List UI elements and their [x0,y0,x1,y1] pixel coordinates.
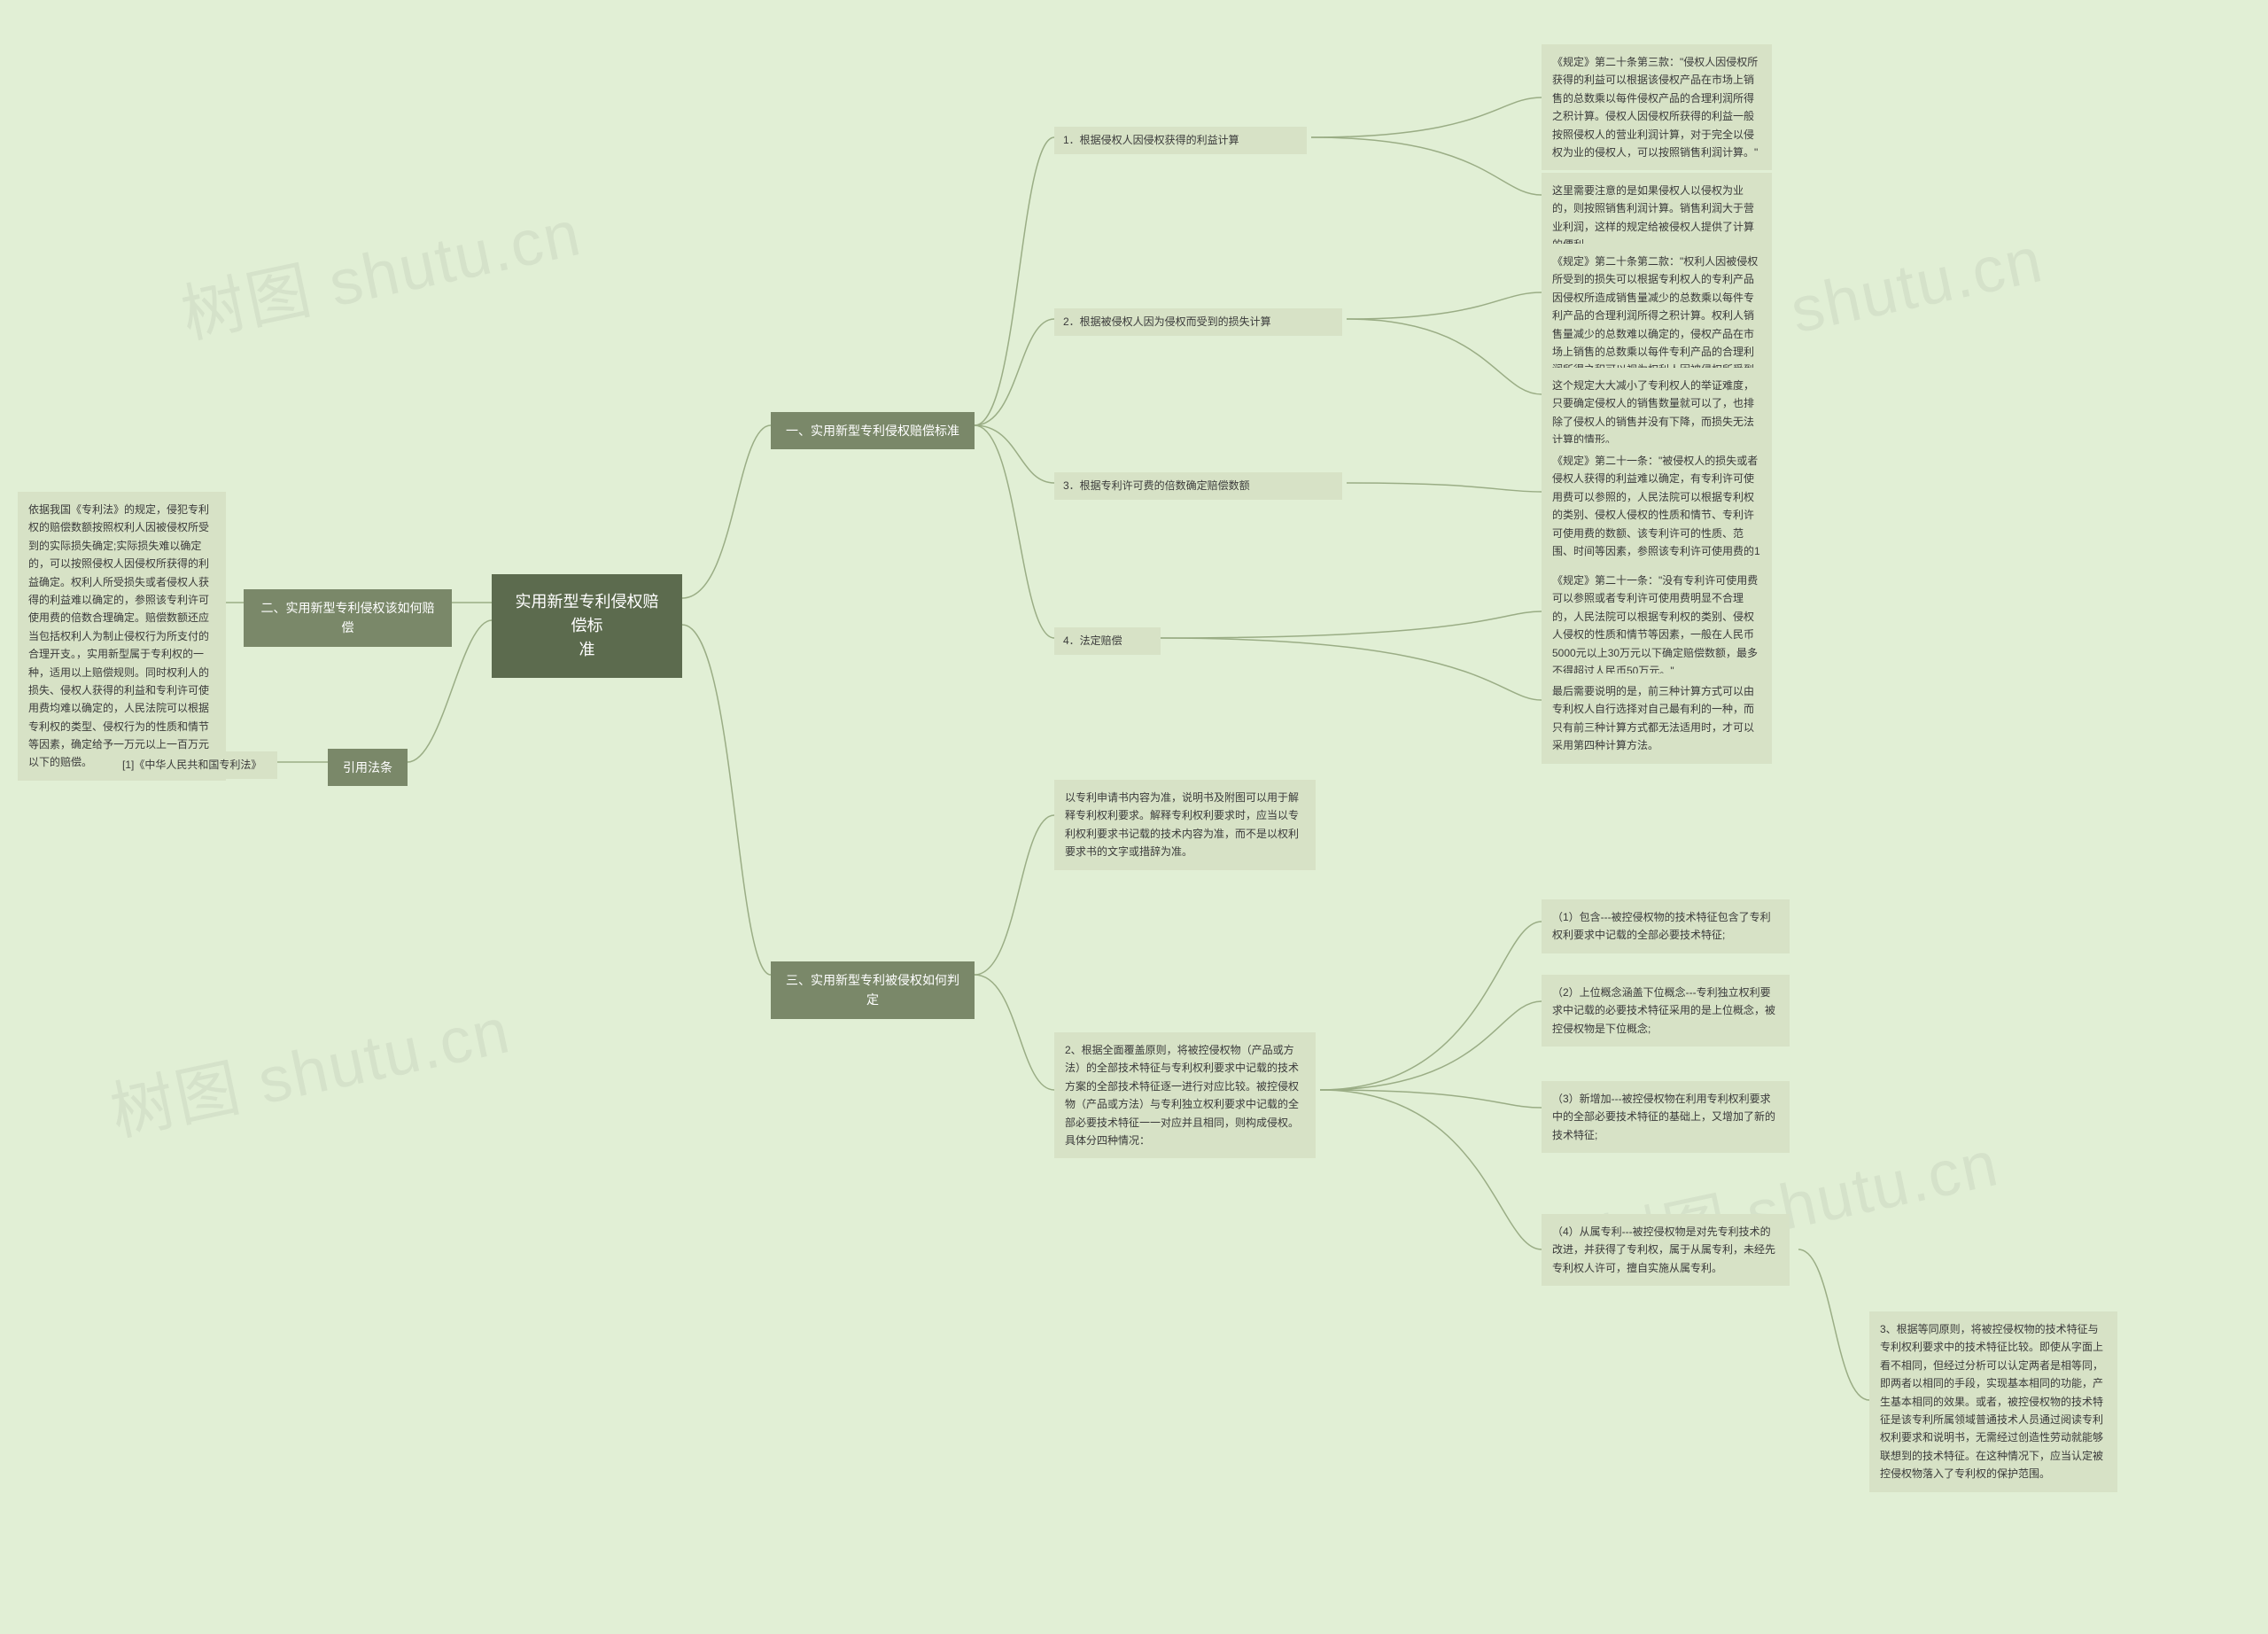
b3-s4: （4）从属专利---被控侵权物是对先专利技术的改进，并获得了专利权，属于从属专利… [1542,1214,1790,1286]
b1-n4: 4．法定赔偿 [1054,627,1161,655]
b3-n3: 3、根据等同原则，将被控侵权物的技术特征与专利权利要求中的技术特征比较。即使从字… [1869,1311,2117,1492]
b1-n3: 3．根据专利许可费的倍数确定赔偿数额 [1054,472,1342,500]
center-node: 实用新型专利侵权赔偿标 准 [492,574,682,678]
watermark: 树图 shutu.cn [101,978,517,1154]
branch-2-detail: 依据我国《专利法》的规定，侵犯专利权的赔偿数额按照权利人因被侵权所受到的实际损失… [18,492,226,781]
branch-3: 三、实用新型专利被侵权如何判定 [771,961,975,1019]
b3-s1: （1）包含---被控侵权物的技术特征包含了专利权利要求中记载的全部必要技术特征; [1542,899,1790,953]
branch-2: 二、实用新型专利侵权该如何赔偿 [244,589,452,647]
b3-s3: （3）新增加---被控侵权物在利用专利权利要求中的全部必要技术特征的基础上，又增… [1542,1081,1790,1153]
b1-n1: 1．根据侵权人因侵权获得的利益计算 [1054,127,1307,154]
b1-n1a: 《规定》第二十条第三款："侵权人因侵权所获得的利益可以根据该侵权产品在市场上销售… [1542,44,1772,170]
citation-item: [1]《中华人民共和国专利法》 [113,751,277,779]
b1-n4a: 《规定》第二十一条："没有专利许可使用费可以参照或者专利许可使用费明显不合理的，… [1542,563,1772,689]
b1-n4b: 最后需要说明的是，前三种计算方式可以由专利权人自行选择对自己最有利的一种，而只有… [1542,673,1772,764]
watermark: 树图 shutu.cn [172,181,588,356]
b3-s2: （2）上位概念涵盖下位概念---专利独立权利要求中记载的必要技术特征采用的是上位… [1542,975,1790,1047]
b3-n2: 2、根据全面覆盖原则，将被控侵权物（产品或方法）的全部技术特征与专利权利要求中记… [1054,1032,1316,1158]
b3-n1: 以专利申请书内容为准，说明书及附图可以用于解释专利权利要求。解释专利权利要求时，… [1054,780,1316,870]
branch-1: 一、实用新型专利侵权赔偿标准 [771,412,975,449]
b1-n2: 2．根据被侵权人因为侵权而受到的损失计算 [1054,308,1342,336]
citation-label: 引用法条 [328,749,408,786]
